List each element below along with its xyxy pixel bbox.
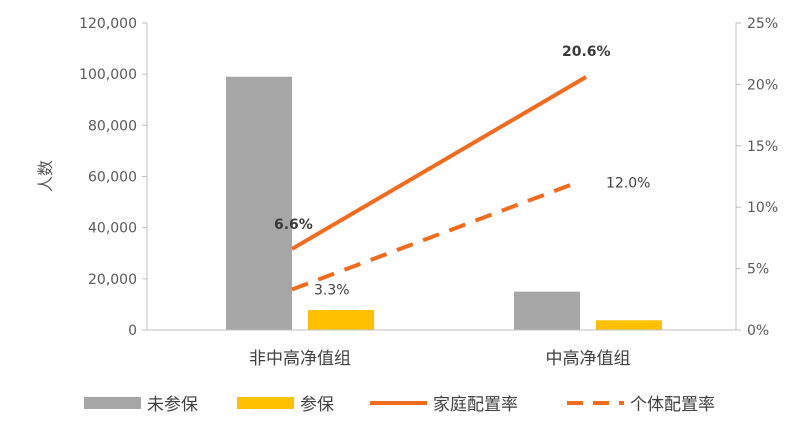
legend-label: 家庭配置率 xyxy=(433,395,518,415)
bars xyxy=(226,76,662,330)
x-category-label: 中高净值组 xyxy=(546,349,631,369)
y-axis-right: 0% 5% 10% 15% 20% 25% xyxy=(735,16,778,339)
y-tick-label-right: 0% xyxy=(747,323,769,339)
y-tick-label-right: 20% xyxy=(747,77,778,93)
y-tick-label-right: 10% xyxy=(747,200,778,216)
bar-uninsured xyxy=(514,291,580,330)
y-tick-label-left: 80,000 xyxy=(88,118,137,134)
legend: 未参保 参保 家庭配置率 个体配置率 xyxy=(84,395,715,415)
bar-uninsured xyxy=(226,76,292,330)
y-tick-label-left: 0 xyxy=(128,323,137,339)
household-rate-data-label: 6.6% xyxy=(274,217,313,233)
legend-label: 参保 xyxy=(300,395,334,415)
x-category-label: 非中高净值组 xyxy=(249,349,351,369)
y-tick-label-left: 120,000 xyxy=(79,16,137,32)
legend-item: 个体配置率 xyxy=(567,395,715,415)
y-tick-label-right: 25% xyxy=(747,16,778,32)
bar-insured xyxy=(308,310,374,330)
household-rate-data-label: 20.6% xyxy=(562,44,611,60)
line-individual-rate xyxy=(291,181,575,292)
x-axis: 非中高净值组 中高净值组 xyxy=(147,329,736,369)
legend-item: 未参保 xyxy=(84,395,198,415)
legend-item: 家庭配置率 xyxy=(370,395,518,415)
bar-insured xyxy=(596,320,662,330)
legend-swatch xyxy=(237,397,294,409)
individual-rate-data-label: 12.0% xyxy=(606,176,650,192)
y-tick-label-left: 100,000 xyxy=(79,67,137,83)
lines: 6.6% 20.6% 3.3% 12.0% xyxy=(274,44,650,298)
y-axis-label: 人数 xyxy=(36,160,55,192)
y-tick-label-left: 20,000 xyxy=(88,272,137,288)
legend-label: 未参保 xyxy=(147,395,198,415)
y-tick-label-right: 15% xyxy=(747,139,778,155)
y-axis-left: 0 20,000 40,000 60,000 80,000 100,000 120,000 xyxy=(79,16,148,339)
legend-swatch xyxy=(84,397,141,409)
legend-label: 个体配置率 xyxy=(630,395,715,415)
legend-item: 参保 xyxy=(237,395,334,415)
y-tick-label-right: 5% xyxy=(747,262,769,278)
y-tick-label-left: 40,000 xyxy=(88,221,137,237)
individual-rate-data-label: 3.3% xyxy=(314,282,350,298)
line-household-rate xyxy=(290,75,588,251)
y-tick-label-left: 60,000 xyxy=(88,170,137,186)
